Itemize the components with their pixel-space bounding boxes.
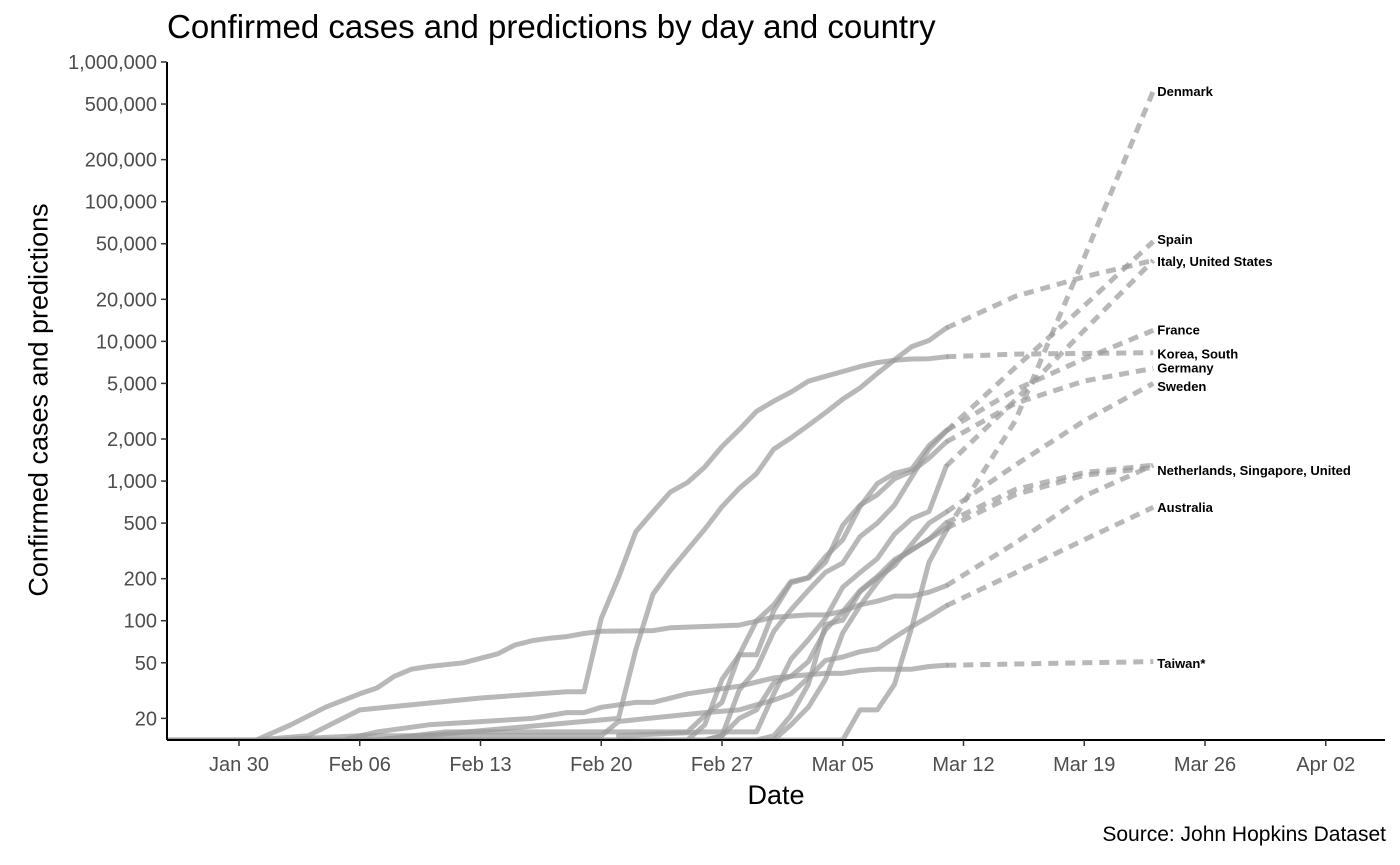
end-label: Spain <box>1157 232 1192 247</box>
x-tick-label: Feb 27 <box>691 754 753 776</box>
y-tick-label: 10,000 <box>96 331 157 353</box>
prediction-line-sweden <box>944 381 1155 515</box>
series-lines <box>167 90 1156 740</box>
prediction-line-taiwan <box>946 659 1154 668</box>
y-tick-label: 200 <box>124 569 157 591</box>
prediction-line-singapore <box>944 462 1155 588</box>
series-line-denmark <box>719 528 949 740</box>
end-label: France <box>1157 322 1200 337</box>
prediction-line-spain <box>944 239 1156 433</box>
series-line-united-kingdom <box>253 525 949 740</box>
series-line-australia <box>167 603 949 740</box>
axes: 20 50 100 200 500 1,000 2,000 5,000 10,000 20,000… <box>68 52 1385 776</box>
y-tick-label: 20 <box>135 708 157 730</box>
y-tick-label: 500 <box>124 513 157 535</box>
x-tick-label: Feb 20 <box>570 754 632 776</box>
series-line-france <box>167 428 949 740</box>
x-tick-label: Jan 30 <box>209 754 269 776</box>
series-line-spain <box>271 428 949 740</box>
prediction-line-denmark <box>944 90 1156 532</box>
prediction-line-netherlands <box>945 462 1154 525</box>
y-tick-label: 50,000 <box>96 234 157 256</box>
y-tick-label: 1,000 <box>107 471 157 493</box>
y-tick-label: 100 <box>124 611 157 633</box>
y-tick-label: 100,000 <box>85 192 157 214</box>
chart-title: Confirmed cases and predictions by day a… <box>167 8 936 45</box>
prediction-line-france <box>945 327 1155 433</box>
prediction-line-united-kingdom <box>945 465 1154 531</box>
x-tick-label: Mar 19 <box>1053 754 1115 776</box>
prediction-line-united-states <box>944 258 1156 468</box>
x-tick-label: Mar 12 <box>932 754 994 776</box>
prediction-line-germany <box>945 365 1154 445</box>
series-line-korea-south <box>167 354 949 740</box>
y-tick-label: 1,000,000 <box>68 52 157 74</box>
series-line-taiwan <box>167 662 949 740</box>
end-label: Korea, South <box>1157 346 1238 361</box>
end-label: Taiwan* <box>1157 656 1206 671</box>
x-tick-label: Mar 05 <box>812 754 874 776</box>
y-tick-label: 500,000 <box>85 94 157 116</box>
y-tick-label: 5,000 <box>107 373 157 395</box>
series-line-singapore <box>167 583 949 740</box>
y-tick-label: 50 <box>135 653 157 675</box>
end-labels: Denmark Spain Italy, United States France Ko… <box>1157 84 1351 671</box>
end-label: Denmark <box>1157 84 1213 99</box>
end-label: Netherlands, Singapore, United <box>1157 463 1351 478</box>
y-tick-label: 200,000 <box>85 150 157 172</box>
x-axis-label: Date <box>747 780 805 810</box>
end-label: Australia <box>1157 500 1213 515</box>
y-tick-label: 2,000 <box>107 429 157 451</box>
x-tick-label: Feb 06 <box>329 754 391 776</box>
x-tick-label: Apr 02 <box>1296 754 1355 776</box>
end-label: Germany <box>1157 360 1214 375</box>
y-tick-label: 20,000 <box>96 289 157 311</box>
x-tick-label: Feb 13 <box>449 754 511 776</box>
series-line-italy <box>253 325 949 740</box>
prediction-line-australia <box>945 504 1155 609</box>
end-label: Sweden <box>1157 379 1206 394</box>
prediction-line-italy <box>945 257 1154 331</box>
prediction-line-korea-south <box>946 350 1154 360</box>
series-line-germany <box>184 439 949 740</box>
end-label: Italy, United States <box>1157 254 1272 269</box>
series-line-united-states <box>616 463 949 739</box>
x-tick-label: Mar 26 <box>1174 754 1236 776</box>
source-caption: Source: John Hopkins Dataset <box>1102 823 1386 846</box>
